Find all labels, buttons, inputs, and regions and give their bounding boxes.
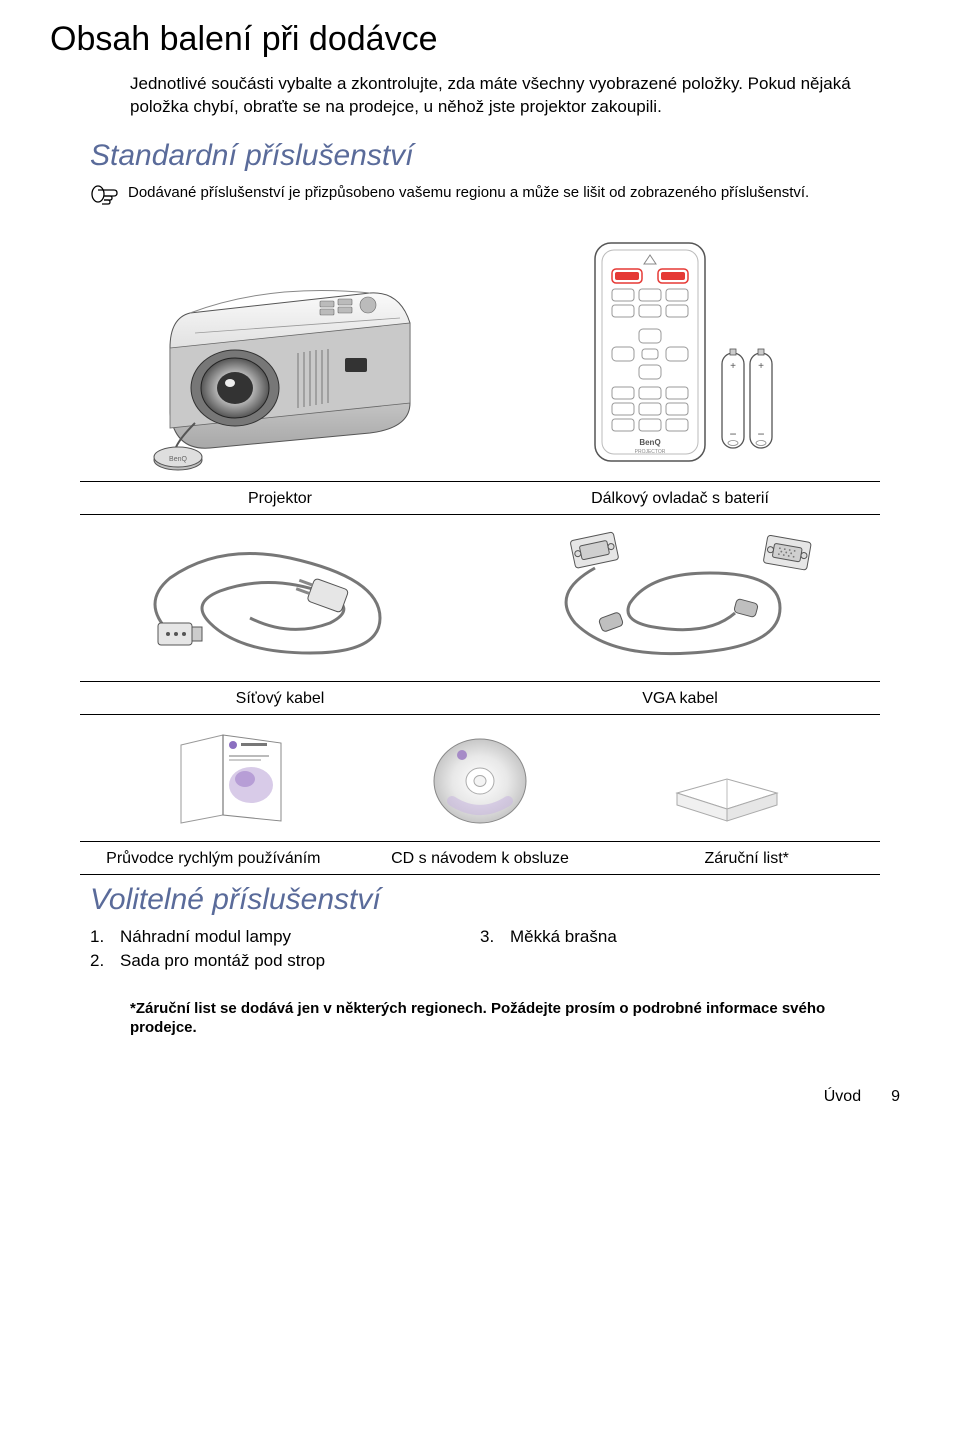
svg-text:BenQ: BenQ (169, 456, 187, 463)
remote-and-batteries-illustration: BenQ PROJECTOR + + − − (480, 233, 880, 473)
page-footer: Úvod 9 (50, 1088, 910, 1106)
warranty-card-illustration (603, 743, 850, 833)
opt-text-3: Měkká brašna (510, 927, 617, 947)
optional-accessories-heading: Volitelné příslušenství (90, 883, 910, 917)
note-text: Dodávané příslušenství je přizpůsobeno v… (128, 183, 809, 203)
separator (80, 874, 880, 875)
pointing-hand-icon (90, 183, 120, 205)
standard-accessories-heading: Standardní příslušenství (90, 139, 910, 173)
row2-labels: Síťový kabel VGA kabel (80, 690, 880, 708)
svg-text:PROJECTOR: PROJECTOR (635, 449, 666, 455)
quick-guide-illustration (110, 723, 357, 833)
vga-cable-illustration (480, 523, 880, 673)
optional-col-left: 1. Náhradní modul lampy 2. Sada pro mont… (90, 927, 480, 975)
quick-guide-label: Průvodce rychlým používáním (80, 850, 347, 868)
svg-text:+: + (758, 361, 764, 372)
separator (80, 714, 880, 715)
svg-text:−: − (757, 427, 764, 441)
optional-list: 1. Náhradní modul lampy 2. Sada pro mont… (90, 927, 870, 975)
cd-label: CD s návodem k obsluze (347, 850, 614, 868)
remote-label: Dálkový ovladač s baterií (480, 490, 880, 508)
row1-labels: Projektor Dálkový ovladač s baterií (80, 490, 880, 508)
row3-labels: Průvodce rychlým používáním CD s návodem… (80, 850, 880, 868)
footer-page-number: 9 (891, 1088, 900, 1106)
opt-text-1: Náhradní modul lampy (120, 927, 291, 947)
row3-illustrations (50, 723, 910, 833)
projector-illustration: BenQ (80, 253, 480, 473)
separator (80, 681, 880, 682)
optional-col-right: 3. Měkká brašna (480, 927, 870, 975)
svg-text:−: − (729, 427, 736, 441)
warranty-label: Záruční list* (613, 850, 880, 868)
cd-illustration (357, 723, 604, 833)
projector-label: Projektor (80, 490, 480, 508)
separator (80, 841, 880, 842)
opt-num-3: 3. (480, 927, 510, 947)
footnote: *Záruční list se dodává jen v některých … (130, 999, 850, 1038)
separator (80, 514, 880, 515)
svg-text:+: + (730, 361, 736, 372)
intro-paragraph: Jednotlivé součásti vybalte a zkontroluj… (130, 73, 910, 119)
separator (80, 481, 880, 482)
row2-illustrations (50, 523, 910, 673)
row1-illustrations: BenQ (50, 233, 910, 473)
power-cable-illustration (80, 523, 480, 673)
footer-section: Úvod (824, 1088, 861, 1106)
opt-num-1: 1. (90, 927, 120, 947)
svg-text:BenQ: BenQ (639, 438, 660, 447)
power-cable-label: Síťový kabel (80, 690, 480, 708)
note-row: Dodávané příslušenství je přizpůsobeno v… (90, 183, 910, 205)
vga-cable-label: VGA kabel (480, 690, 880, 708)
opt-text-2: Sada pro montáž pod strop (120, 951, 325, 971)
opt-num-2: 2. (90, 951, 120, 971)
page-title: Obsah balení při dodávce (50, 20, 910, 59)
